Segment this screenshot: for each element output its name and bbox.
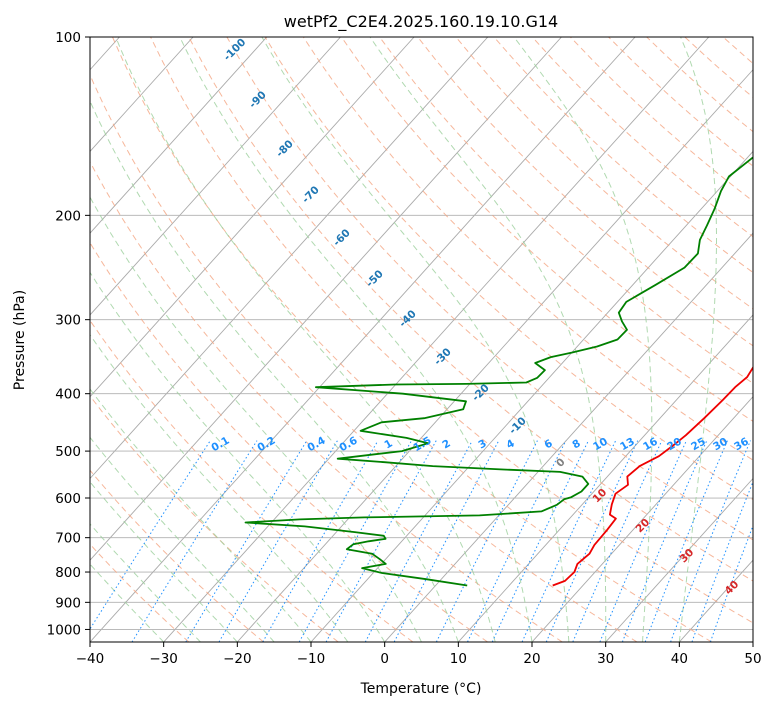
mixing-ratio-line (599, 440, 687, 642)
dry-adiabat (150, 37, 753, 624)
isotherm-line (90, 37, 489, 480)
mixing-ratio-line (262, 440, 379, 642)
isotherm-line (90, 37, 268, 234)
mixing-ratio-line (218, 440, 338, 642)
sounding-profiles (244, 156, 753, 587)
x-tick-label: 20 (523, 651, 540, 667)
dry-adiabat (90, 241, 488, 642)
mixing-ratio-line (185, 440, 308, 642)
moist-adiabat (115, 37, 496, 642)
x-tick-label: 40 (671, 651, 688, 667)
y-tick-label: 1000 (47, 622, 81, 638)
moist-adiabat (90, 436, 275, 642)
isotherm-line (310, 150, 753, 642)
y-tick-label: 200 (55, 208, 81, 224)
isotherm-line (90, 37, 194, 153)
dry-adiabat (90, 160, 563, 642)
dry-adiabat (90, 395, 339, 642)
temperature-profile-line (552, 365, 753, 587)
x-tick-label: 10 (450, 651, 467, 667)
mixing-ratio-line (325, 440, 437, 642)
x-tick-label: −40 (76, 651, 105, 667)
isotherm-line (90, 37, 341, 316)
y-tick-label: 100 (55, 30, 81, 46)
isotherm-line (457, 314, 753, 642)
dewpoint-profile-line (244, 156, 753, 587)
moist-adiabat (90, 271, 386, 642)
mixing-ratio-line (131, 440, 258, 642)
isotherm-line (163, 37, 710, 642)
mixing-ratio-line (572, 440, 663, 642)
x-tick-label: −20 (223, 651, 252, 667)
mixing-ratio-line (521, 440, 617, 642)
moist-adiabat (179, 37, 533, 642)
moist-adiabat (678, 37, 717, 642)
axes: −40 −30 −20 −10 0 10 20 30 40 50 100 200 300 400 500 60… (47, 30, 762, 667)
plot-frame (89, 36, 754, 643)
dry-adiabat (90, 469, 264, 642)
moist-adiabat (90, 99, 459, 642)
isotherm-line (384, 232, 753, 642)
isotherm-line (90, 37, 636, 642)
mixing-ratio-line (298, 440, 413, 642)
x-axis-label: Temperature (°C) (360, 681, 482, 697)
dry-adiabat (90, 543, 190, 642)
x-tick-label: 50 (744, 651, 761, 667)
dry-adiabats (90, 37, 753, 642)
moist-adiabats (90, 37, 717, 642)
y-tick-label: 500 (55, 444, 81, 460)
moist-adiabat (90, 333, 349, 642)
x-tick-label: −30 (149, 651, 178, 667)
x-tick-label: 0 (380, 651, 389, 667)
isotherm-line (90, 37, 415, 398)
x-tick-label: −10 (297, 651, 326, 667)
dry-adiabat (112, 37, 712, 642)
isotherm-line (531, 396, 753, 642)
isotherm-line (236, 69, 753, 642)
y-tick-label: 300 (55, 313, 81, 329)
moist-adiabat (369, 37, 607, 642)
mixing-ratio-line (467, 440, 567, 642)
isotherm-line (605, 477, 753, 642)
chart-title: wetPf2_C2E4.2025.160.19.10.G14 (284, 12, 558, 32)
mixing-ratio-line (90, 440, 211, 630)
y-tick-label: 800 (55, 565, 81, 581)
x-tick-label: 30 (597, 651, 614, 667)
y-tick-label: 900 (55, 595, 81, 611)
moist-adiabat (90, 388, 312, 642)
moist-adiabat (513, 37, 653, 642)
y-tick-label: 600 (55, 491, 81, 507)
dry-adiabat (417, 37, 753, 347)
y-axis-label: Pressure (hPa) (12, 290, 28, 390)
skewed-isotherms (90, 37, 753, 642)
y-tick-label: 700 (55, 531, 81, 547)
moist-adiabat (261, 37, 570, 642)
isotherm-line (90, 37, 562, 561)
mixing-ratio-line (435, 440, 538, 642)
pressure-gridlines (90, 37, 753, 630)
y-tick-label: 400 (55, 387, 81, 403)
dry-adiabat (455, 37, 753, 310)
